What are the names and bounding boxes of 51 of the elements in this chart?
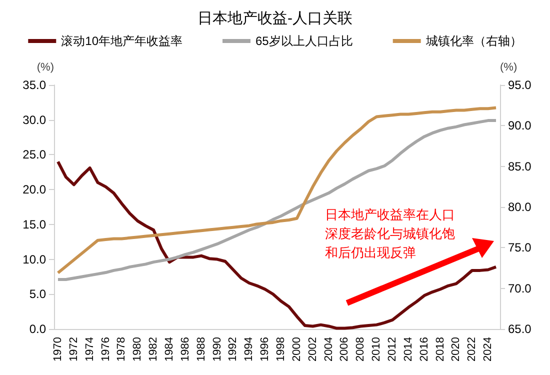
legend-label: 65岁以上人口占比: [256, 34, 353, 48]
line-series: [56, 160, 498, 330]
x-tick-label: 2014: [402, 337, 414, 362]
y2-tick-label: 95.0: [508, 78, 532, 92]
x-tick-label: 2020: [450, 337, 462, 362]
legend-label: 城镇化率（右轴）: [424, 34, 522, 48]
x-tick-label: 2018: [434, 337, 446, 362]
y-tick-label: 5.0: [29, 287, 46, 302]
legend-label: 滚动10年地产年收益率: [61, 34, 183, 48]
y2-tick-label: 75.0: [508, 240, 532, 255]
y-tick-label: 25.0: [22, 148, 46, 162]
x-tick-label: 1990: [211, 337, 224, 362]
x-tick-label: 1972: [68, 337, 80, 362]
x-tick-label: 2000: [290, 337, 303, 362]
y2-axis-title: (%): [500, 62, 518, 74]
annotation: 日本地产收益率在人口深度老龄化与城镇化饱和后仍出现反弹: [325, 207, 455, 260]
x-tick-label: 1988: [195, 337, 208, 362]
y2-tick-label: 90.0: [508, 118, 532, 133]
x-tick-label: 1984: [163, 337, 176, 362]
y2-tick-label: 85.0: [508, 159, 532, 174]
x-tick-label: 1974: [84, 337, 96, 362]
y-tick-label: 10.0: [22, 252, 46, 266]
x-tick-label: 2024: [482, 337, 494, 362]
x-tick-label: 2002: [306, 337, 319, 362]
y-tick-label: 35.0: [22, 78, 46, 92]
x-tick-label: 1994: [243, 337, 256, 362]
y-tick-label: 0.0: [29, 322, 46, 336]
y-axis-title: (%): [36, 62, 54, 74]
x-tick-label: 1976: [100, 337, 112, 362]
y-tick-label: 30.0: [22, 112, 46, 127]
x-tick-label: 2006: [338, 337, 351, 362]
y-tick-label: 20.0: [22, 182, 46, 197]
x-tick-label: 2012: [386, 337, 398, 362]
x-tick-label: 2004: [322, 337, 335, 362]
x-tick-label: 1982: [148, 337, 160, 362]
x-tick-label: 2022: [466, 337, 478, 362]
x-tick-label: 1996: [259, 337, 272, 362]
x-tick-label: 2010: [370, 337, 383, 362]
y2-tick-label: 80.0: [508, 200, 532, 214]
x-tick-label: 2016: [418, 337, 430, 362]
y2-tick-label: 65.0: [508, 322, 532, 336]
x-tick-label: 1992: [227, 337, 240, 362]
x-tick-label: 1986: [179, 337, 192, 362]
x-tick-label: 1970: [52, 337, 64, 362]
x-tick-label: 1998: [274, 337, 287, 362]
y2-tick-label: 70.0: [508, 281, 532, 296]
chart-title: 日本地产收益-人口关联: [198, 10, 352, 27]
x-tick-label: 2008: [354, 337, 367, 362]
x-tick-label: 1978: [116, 337, 128, 362]
x-tick-label: 1980: [132, 337, 144, 362]
y-tick-label: 15.0: [22, 217, 46, 232]
